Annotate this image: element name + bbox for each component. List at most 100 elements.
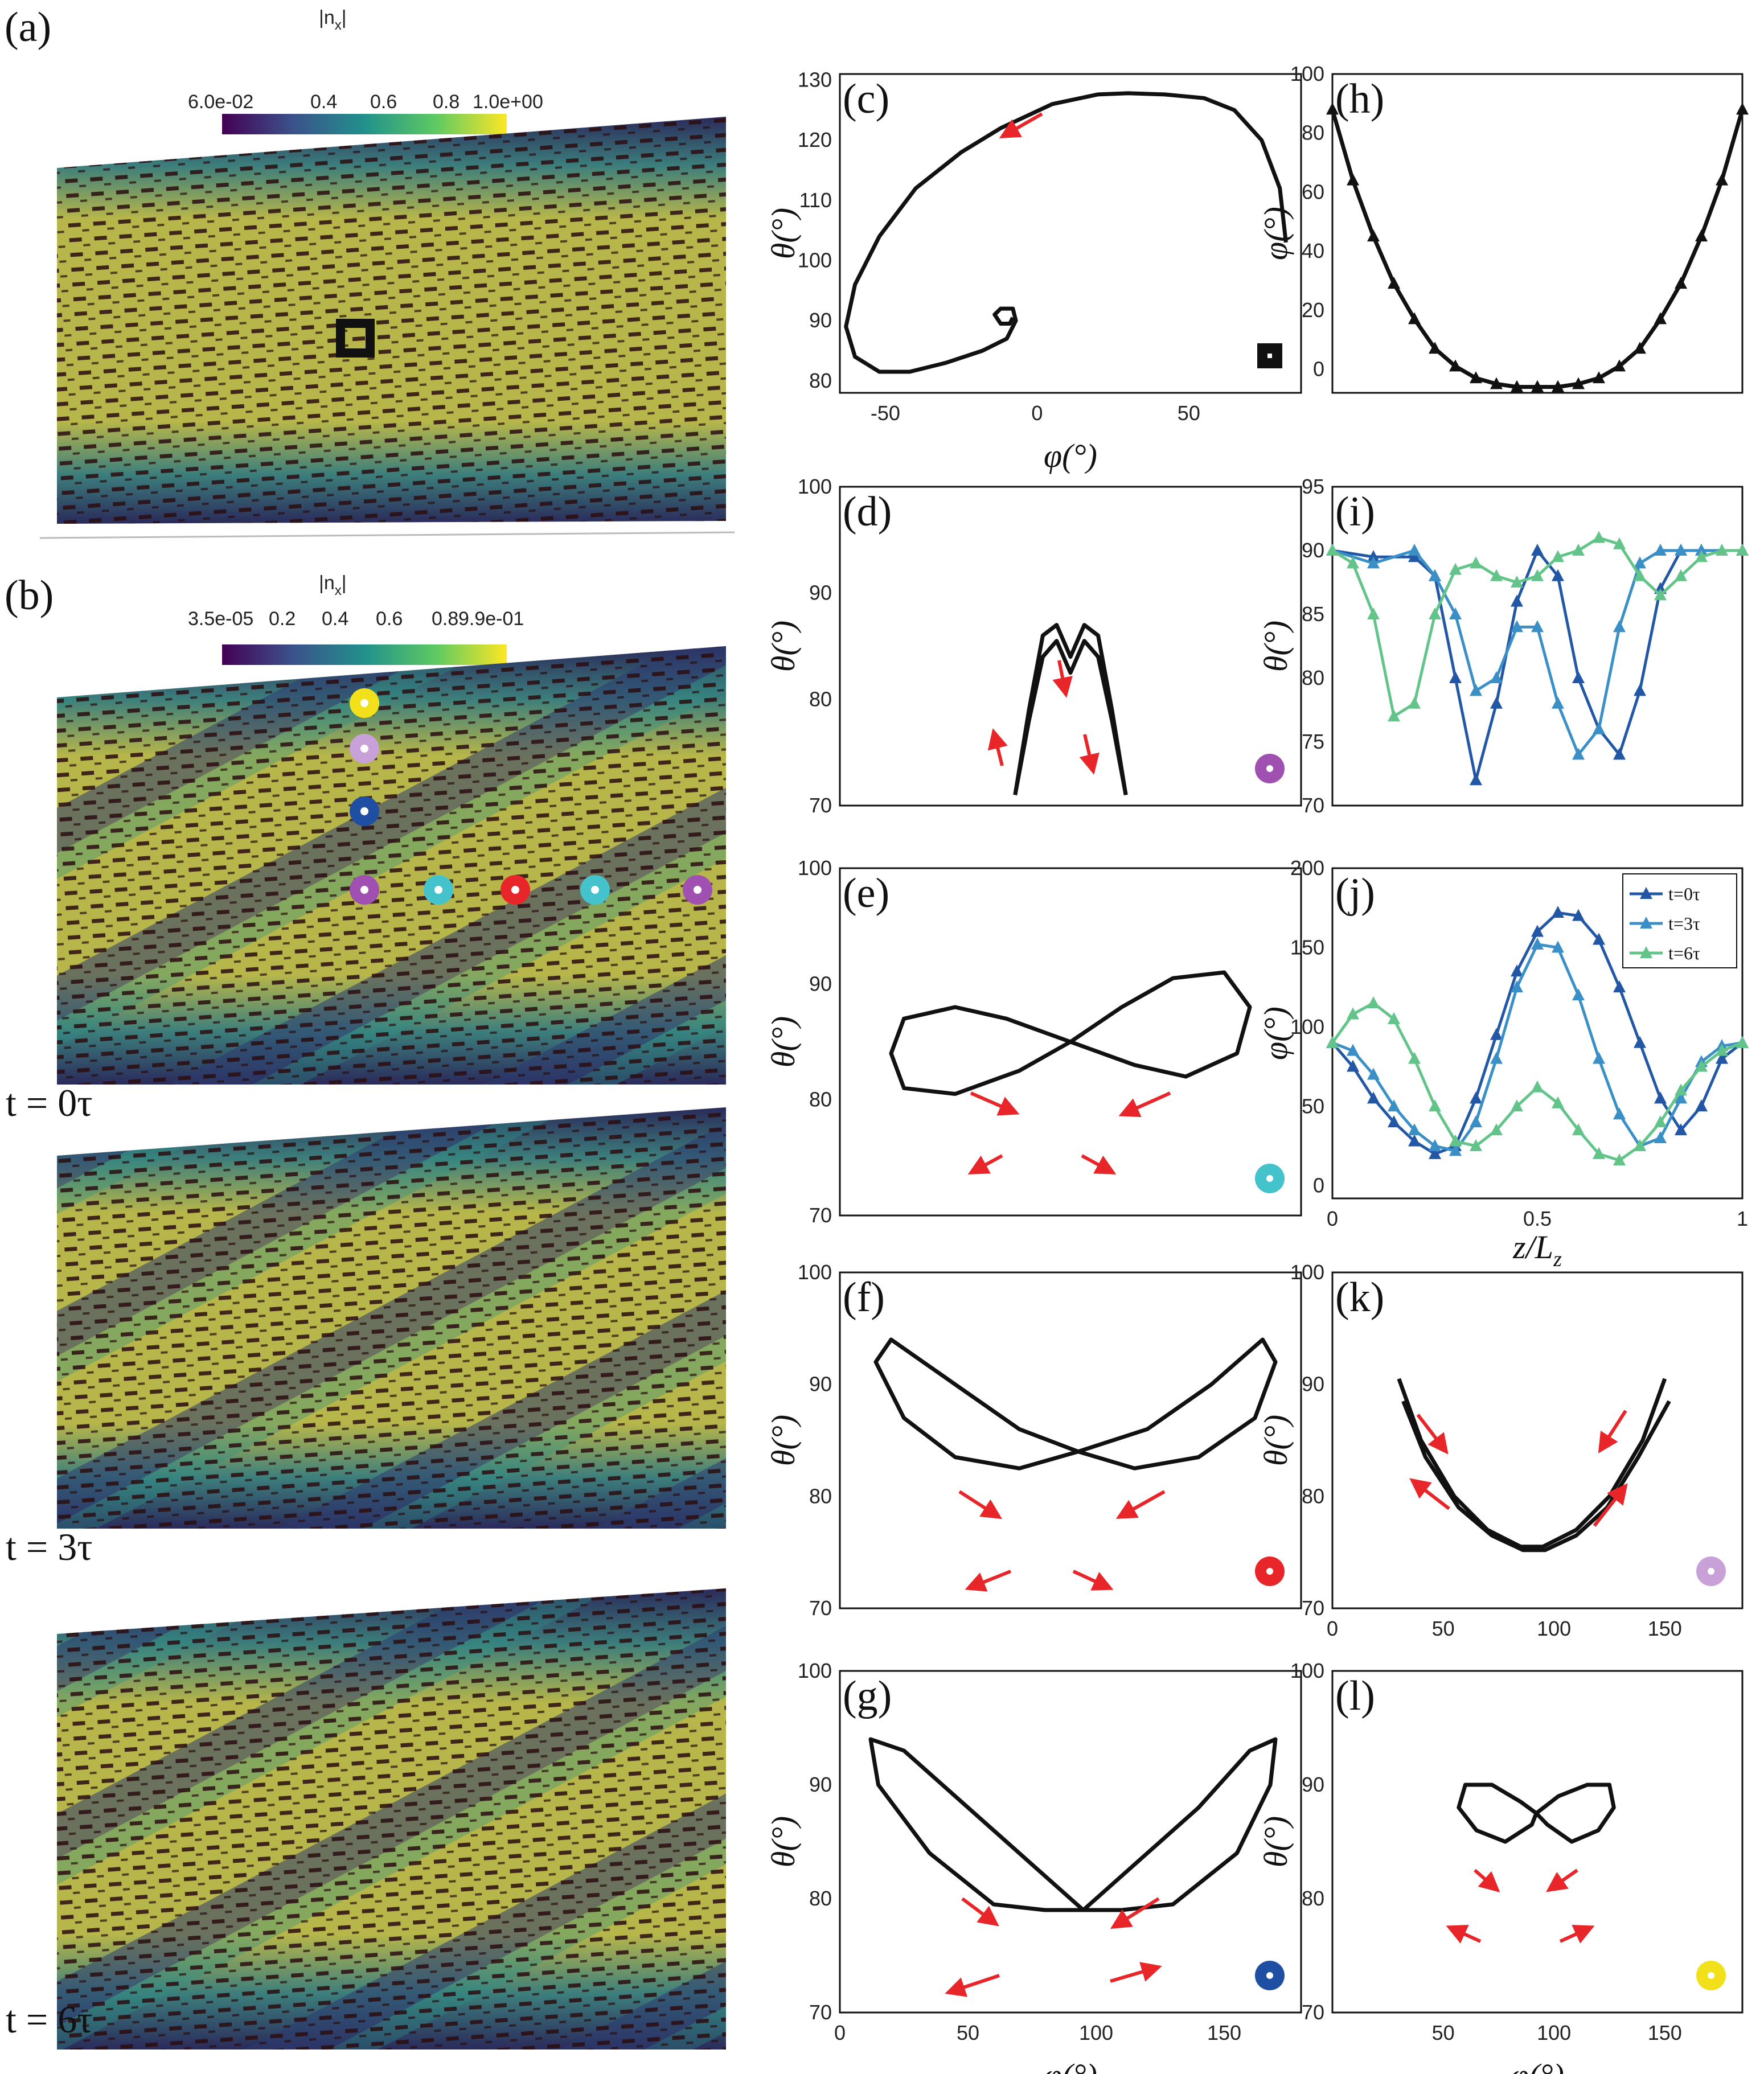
chart-i-point-0-9 (1552, 569, 1564, 581)
chart-j-point-0-12 (1572, 909, 1585, 921)
chart-c-xtick-2: 50 (1178, 401, 1200, 425)
chart-k-ytick-1: 80 (1302, 1484, 1324, 1508)
chart-k: (k) 70 80 90 100 0 50 100 150 θ(°) (1257, 1260, 1744, 1640)
chart-c-frame (839, 73, 1302, 394)
panel-label-d: (d) (843, 488, 892, 535)
chart-e-frame (839, 867, 1302, 1217)
chart-h-point-0-6 (1449, 359, 1462, 372)
chart-e-series-0 (889, 970, 1252, 1096)
panel-label-f: (f) (843, 1274, 885, 1321)
panel-label-i: (i) (1335, 488, 1375, 535)
chart-j-point-0-5 (1429, 1147, 1441, 1159)
chart-j-legend-marker-1 (1640, 917, 1652, 929)
chart-g-ytick-0: 70 (809, 2001, 832, 2024)
chart-g-ylabel: θ(°) (765, 1816, 802, 1867)
panel-a: (a) |nx| 6.0e-02 0.4 0.6 0.8 1.0e+00 (5, 4, 735, 539)
chart-i-point-2-0 (1326, 544, 1339, 556)
chart-i-point-2-20 (1736, 544, 1749, 556)
chart-i-point-0-2 (1408, 550, 1421, 562)
chart-j-point-1-5 (1429, 1139, 1441, 1151)
chart-d-frame (839, 486, 1302, 807)
chart-i-point-2-18 (1695, 550, 1708, 562)
chart-d: (d) 70 80 90 100 θ(°) (765, 475, 1302, 817)
colorbar-b-tick-2: 0.4 (322, 608, 348, 630)
marker-cyan-2 (580, 875, 610, 905)
chart-h-point-0-17 (1675, 277, 1687, 289)
chart-k-series-0 (1397, 1378, 1667, 1549)
chart-l-ytick-3: 100 (1290, 1659, 1324, 1682)
chart-f-ytick-0: 70 (809, 1596, 832, 1620)
chart-j-point-1-8 (1490, 1052, 1503, 1064)
colorbar-b: |nx| 3.5e-05 0.2 0.4 0.6 0.8 9.9e-01 (188, 572, 524, 665)
chart-j-legend-marker-2 (1640, 946, 1652, 958)
chart-j-point-0-9 (1511, 964, 1523, 977)
marker-cyan-1 (424, 875, 453, 905)
field-t0-directors (57, 646, 726, 1085)
chart-c-ytick-5: 130 (798, 68, 832, 92)
chart-i-point-1-4 (1449, 607, 1462, 619)
chart-h-ytick-4: 80 (1302, 121, 1324, 145)
panel-label-h: (h) (1335, 76, 1384, 122)
chart-i-point-1-3 (1429, 569, 1441, 581)
chart-i-point-0-8 (1531, 544, 1544, 556)
chart-h-point-0-7 (1470, 371, 1482, 384)
chart-h-point-0-4 (1408, 312, 1421, 325)
chart-i-point-1-12 (1613, 620, 1626, 633)
chart-l-ytick-2: 90 (1302, 1773, 1324, 1796)
chart-d-ytick-1: 80 (809, 687, 832, 711)
chart-j-point-0-3 (1388, 1115, 1400, 1128)
chart-j-frame (1331, 867, 1744, 1200)
chart-j-point-0-2 (1367, 1091, 1380, 1104)
chart-i-point-0-13 (1634, 684, 1646, 696)
chart-j-xtick-0: 0 (1327, 1207, 1338, 1230)
colorbar-a-tick-1: 0.4 (310, 91, 337, 113)
chart-j-point-1-17 (1675, 1091, 1687, 1104)
chart-c-ytick-0: 80 (809, 369, 832, 392)
marker-purple-1 (350, 875, 379, 905)
chart-j-point-1-3 (1388, 1099, 1400, 1112)
chart-f-ylabel: θ(°) (765, 1415, 802, 1466)
chart-i-point-0-4 (1449, 671, 1462, 683)
chart-g-xtick-1: 50 (957, 2021, 979, 2044)
chart-g-series-0 (868, 1737, 1278, 1912)
chart-g-xtick-0: 0 (834, 2021, 846, 2044)
chart-i-point-2-4 (1408, 696, 1421, 709)
chart-j-point-1-1 (1347, 1044, 1359, 1056)
chart-i-point-2-16 (1654, 588, 1667, 601)
chart-j-point-1-6 (1449, 1144, 1462, 1156)
chart-h-point-0-2 (1367, 229, 1380, 242)
chart-l-ylabel: θ(°) (1257, 1816, 1294, 1867)
chart-f: (f) 70 80 90 100 θ(°) (765, 1260, 1302, 1620)
chart-i-point-2-9 (1511, 576, 1523, 588)
marker-lilac (350, 734, 379, 763)
chart-e-ytick-2: 90 (809, 972, 832, 995)
chart-i-point-2-14 (1613, 537, 1626, 549)
chart-k-xtick-0: 0 (1327, 1617, 1338, 1640)
chart-h-point-0-0 (1326, 102, 1339, 115)
chart-j-point-1-7 (1470, 1115, 1482, 1128)
chart-h-point-0-10 (1531, 380, 1544, 392)
chart-i-point-2-1 (1347, 556, 1359, 569)
chart-h-point-0-14 (1613, 359, 1626, 372)
chart-e-ylabel: θ(°) (765, 1016, 802, 1067)
chart-j-point-0-11 (1552, 906, 1564, 918)
chart-i-frame (1331, 486, 1744, 807)
chart-g-ytick-2: 90 (809, 1773, 832, 1796)
chart-j-legend-marker-0 (1640, 887, 1652, 899)
chart-j-point-1-10 (1531, 937, 1544, 950)
chart-j-point-0-13 (1593, 933, 1605, 945)
chart-l-ytick-0: 70 (1302, 2001, 1324, 2024)
chart-h-point-0-8 (1490, 377, 1503, 389)
chart-h-point-0-20 (1736, 102, 1749, 115)
colorbar-a-tick-4: 1.0e+00 (473, 91, 543, 113)
chart-j-point-0-17 (1675, 1123, 1687, 1136)
chart-j-point-0-7 (1470, 1091, 1482, 1104)
chart-j-point-1-14 (1613, 1107, 1626, 1120)
chart-i-point-2-11 (1552, 550, 1564, 562)
chart-i-point-0-6 (1490, 696, 1503, 709)
colorbar-b-tick-3: 0.6 (376, 608, 403, 630)
chart-j-ytick-4: 200 (1290, 856, 1324, 880)
panel-label-g: (g) (843, 1673, 892, 1719)
